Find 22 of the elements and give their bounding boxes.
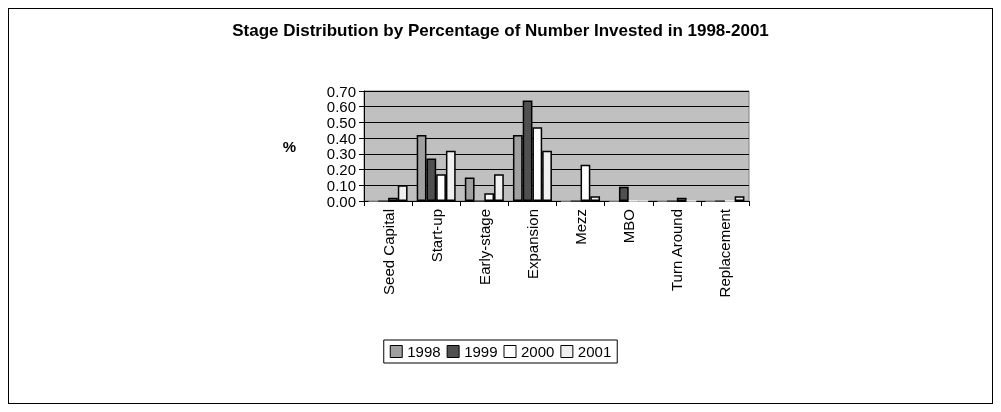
- y-tick-label: 0.70: [326, 82, 356, 100]
- x-tick-label: Turn Around: [668, 209, 686, 291]
- legend-label: 2000: [521, 343, 555, 360]
- y-tick-label: 0.00: [326, 192, 356, 210]
- y-tick-label: 0.50: [326, 113, 356, 131]
- x-tick-label: Seed Capital: [379, 209, 397, 295]
- legend-label: 1998: [407, 343, 441, 360]
- legend-label: 1999: [464, 343, 498, 360]
- y-tick-label: 0.30: [326, 145, 356, 163]
- y-tick-label: 0.10: [326, 176, 356, 194]
- x-tick-label: Mezz: [572, 209, 590, 245]
- x-tick-label: Expansion: [523, 209, 541, 280]
- y-tick-label: 0.40: [326, 129, 356, 147]
- x-tick-label: Start-up: [427, 209, 445, 263]
- x-tick-label: MBO: [620, 209, 638, 244]
- chart-title: Stage Distribution by Percentage of Number Invested in 1998-2001: [232, 21, 769, 40]
- y-tick-label: 0.60: [326, 98, 356, 116]
- legend-label: 2001: [577, 343, 612, 360]
- y-tick-label: 0.20: [326, 161, 356, 179]
- x-tick-label: Replacement: [716, 208, 734, 298]
- x-tick-label: Early-stage: [475, 209, 493, 285]
- y-axis-title: %: [282, 137, 296, 155]
